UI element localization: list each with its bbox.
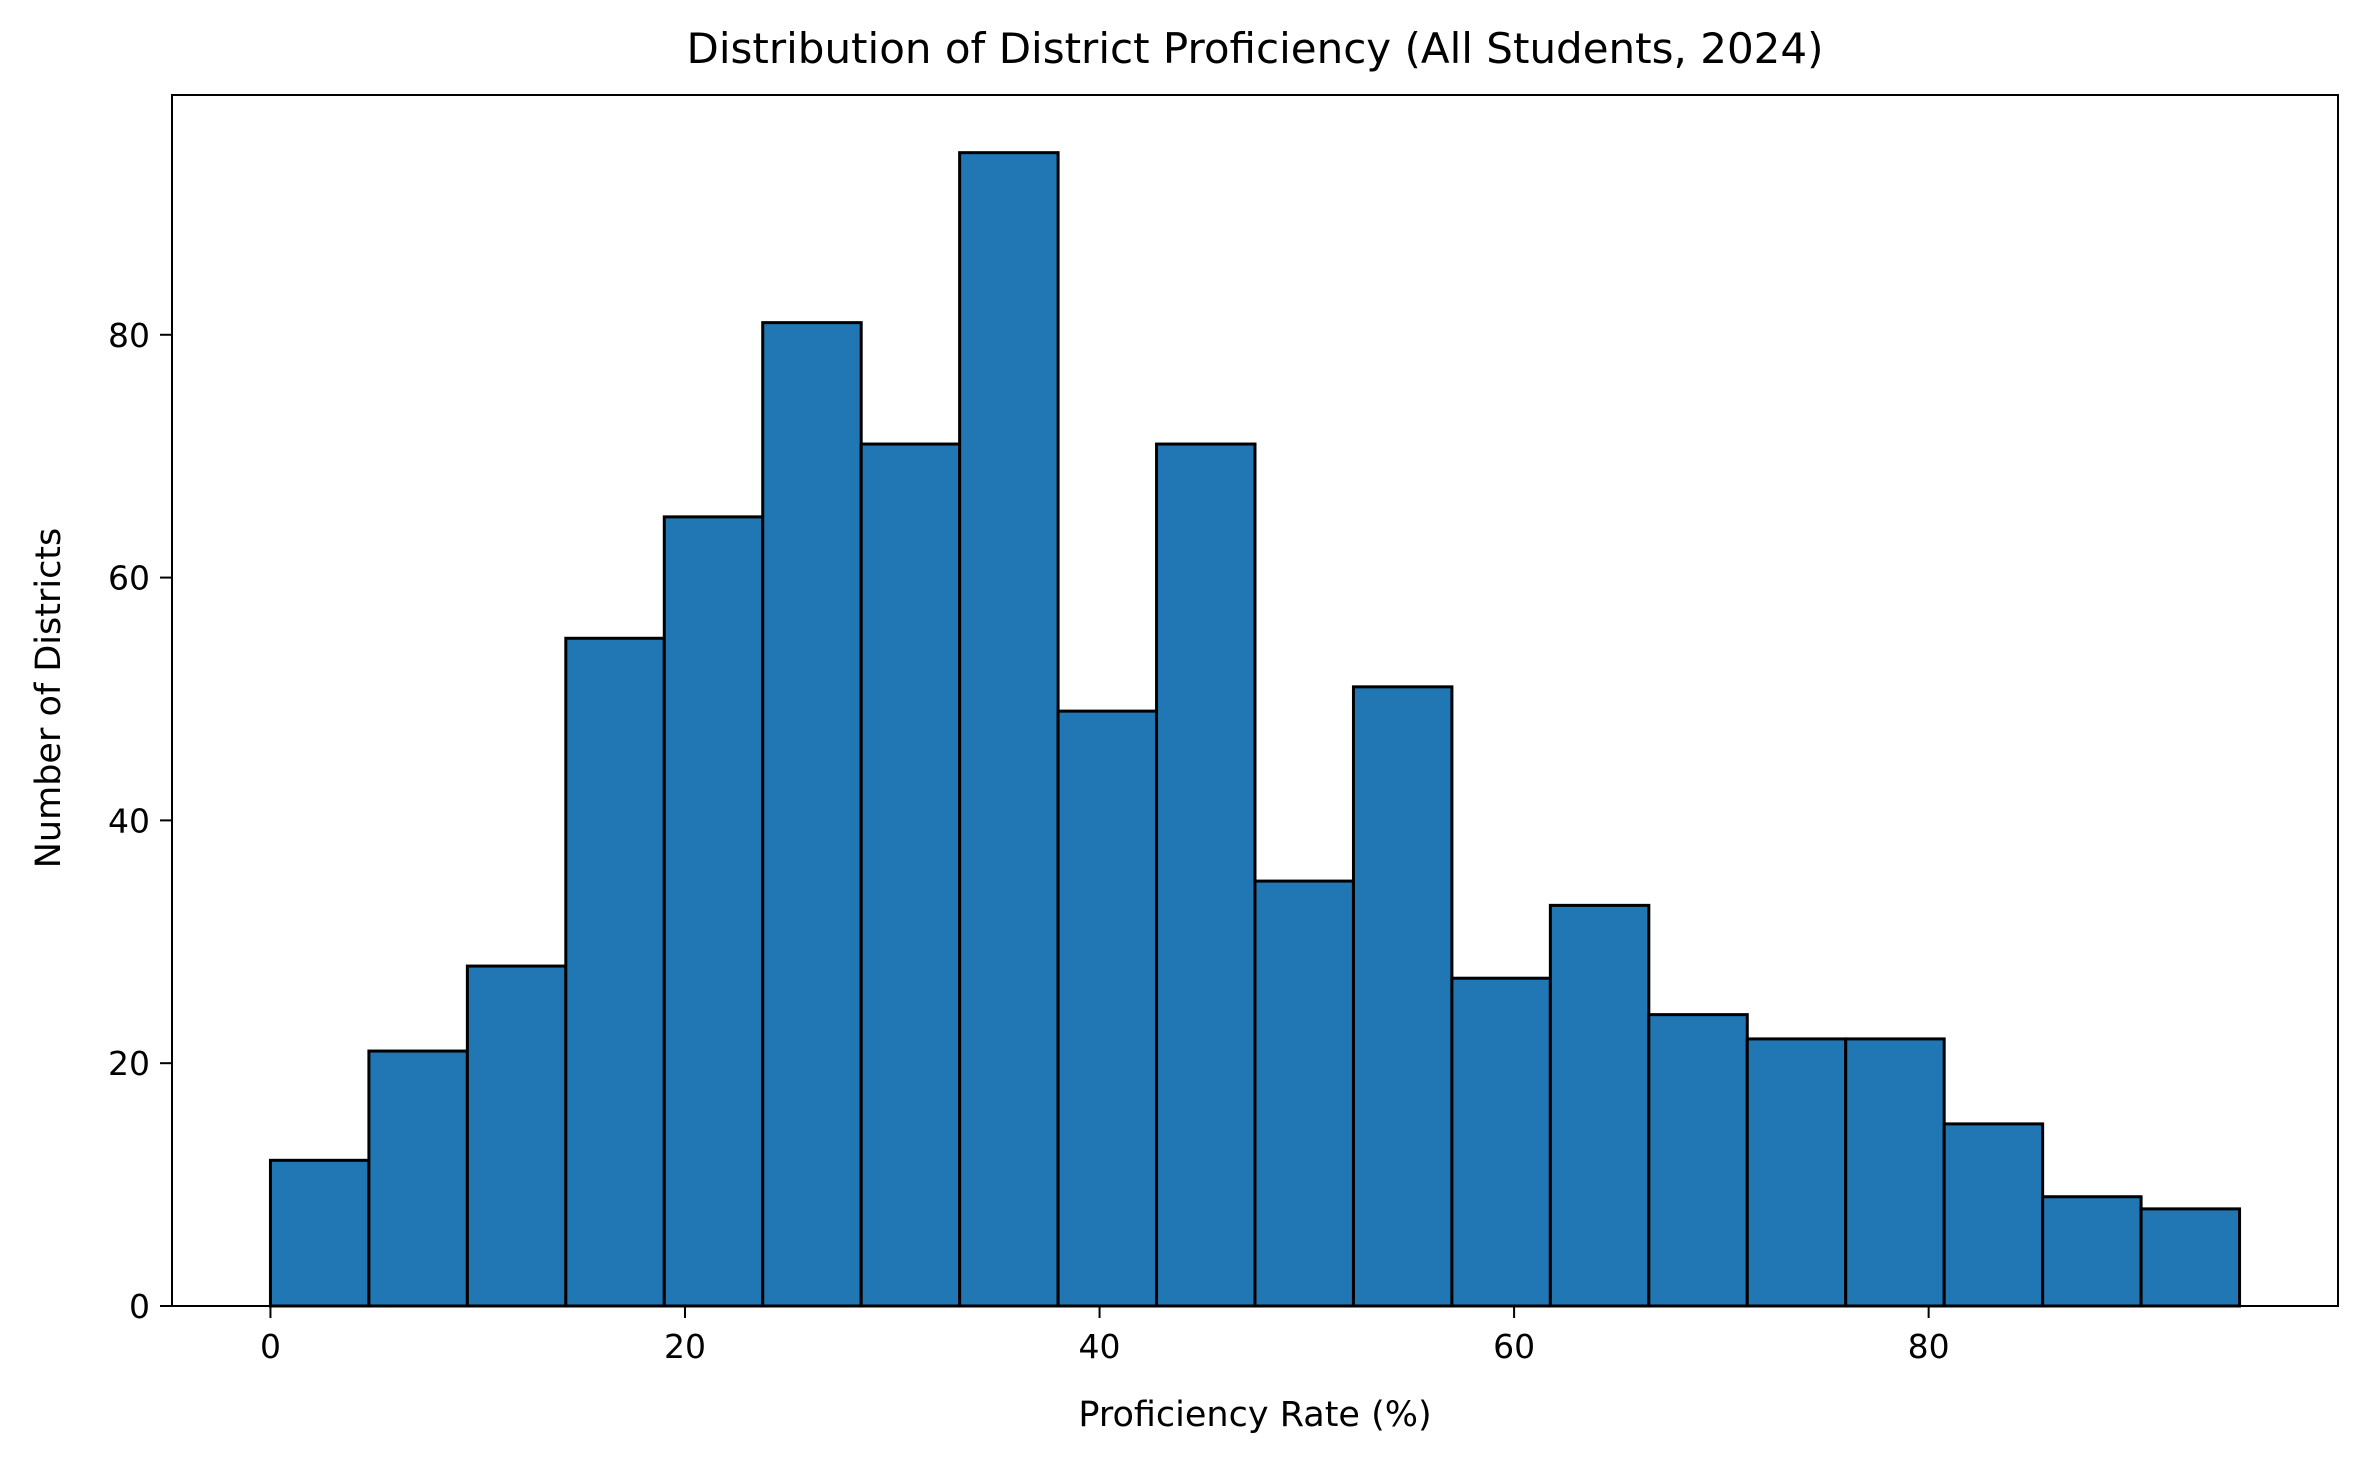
x-axis-ticks: 0 20 40 60 80 (260, 1306, 1950, 1366)
histogram-bar (1056, 709, 1159, 1308)
histogram-bar (367, 1049, 469, 1308)
histogram-bar (761, 321, 863, 1308)
histogram-bar (859, 442, 962, 1308)
y-tick-label: 40 (108, 801, 150, 840)
histogram-bar (268, 1158, 371, 1308)
histogram-bar (1844, 1037, 1946, 1308)
x-tick-label: 80 (1908, 1327, 1950, 1366)
histogram-bar (2139, 1207, 2242, 1308)
histogram-bar (1155, 442, 1257, 1308)
x-tick-label: 60 (1493, 1327, 1535, 1366)
y-tick-label: 80 (108, 316, 150, 355)
histogram-bar (1253, 879, 1355, 1308)
histogram-bar (662, 515, 765, 1308)
x-tick-label: 40 (1079, 1327, 1121, 1366)
histogram-bar (958, 151, 1060, 1308)
histogram-bar (1942, 1122, 2045, 1308)
y-tick-label: 60 (108, 559, 150, 598)
y-axis-label: Number of Districts (29, 528, 69, 869)
histogram-bar (564, 636, 666, 1308)
histogram-bar (1647, 1013, 1749, 1308)
chart-title: Distribution of District Proficiency (Al… (686, 24, 1823, 73)
histogram-bar (1745, 1037, 1848, 1308)
histogram-bar (2041, 1195, 2143, 1308)
y-tick-label: 0 (129, 1287, 150, 1326)
x-tick-label: 0 (260, 1327, 281, 1366)
y-axis-ticks: 0 20 40 60 80 (108, 316, 172, 1326)
histogram-bar (1351, 685, 1454, 1308)
histogram-bar (1548, 903, 1651, 1308)
histogram-bar (1450, 976, 1552, 1308)
plot-frame (171, 94, 2339, 1307)
histogram-bar (465, 964, 568, 1308)
x-tick-label: 20 (664, 1327, 706, 1366)
bars-group (268, 151, 2242, 1308)
y-tick-label: 20 (108, 1044, 150, 1083)
x-axis-label: Proficiency Rate (%) (1078, 1395, 1431, 1435)
